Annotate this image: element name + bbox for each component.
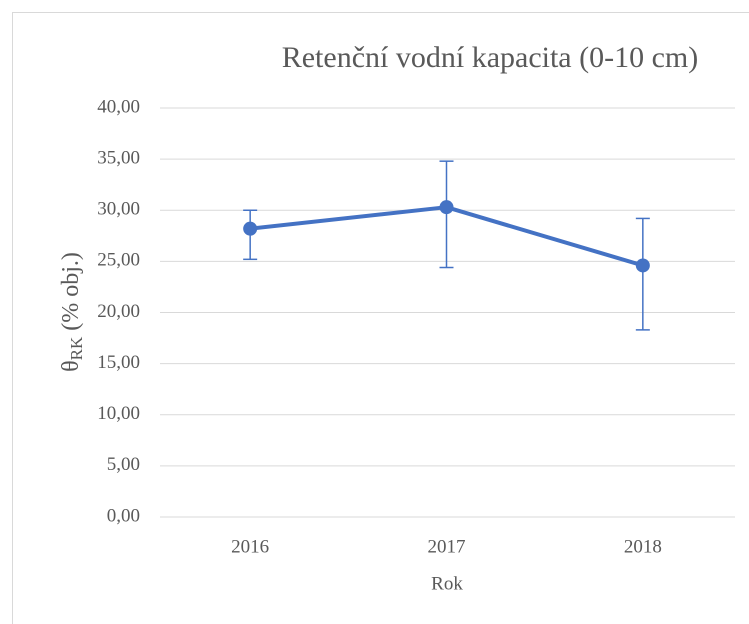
- y-tick-label: 15,00: [97, 352, 140, 373]
- data-point: [439, 200, 454, 215]
- y-label-symbol: θ: [58, 360, 84, 372]
- y-label-text: (% obj.): [58, 252, 84, 331]
- y-tick-label: 0,00: [107, 505, 140, 526]
- y-axis-label: θRK (% obj.): [58, 252, 86, 372]
- data-point: [243, 221, 258, 236]
- y-tick-label: 20,00: [97, 301, 140, 322]
- x-tick-label: 2018: [624, 536, 662, 557]
- chart-title: Retenční vodní kapacita (0-10 cm): [282, 41, 699, 74]
- x-tick-label: 2016: [231, 536, 269, 557]
- chart-frame: [12, 12, 749, 624]
- x-axis-label: Rok: [431, 573, 463, 594]
- y-tick-label: 5,00: [107, 454, 140, 475]
- y-tick-label: 30,00: [97, 199, 140, 220]
- data-point: [635, 258, 650, 273]
- y-label-subscript: RK: [67, 336, 86, 360]
- y-tick-label: 10,00: [97, 403, 140, 424]
- x-tick-label: 2017: [428, 536, 466, 557]
- y-tick-label: 35,00: [97, 147, 140, 168]
- y-tick-label: 25,00: [97, 250, 140, 271]
- y-tick-label: 40,00: [97, 96, 140, 117]
